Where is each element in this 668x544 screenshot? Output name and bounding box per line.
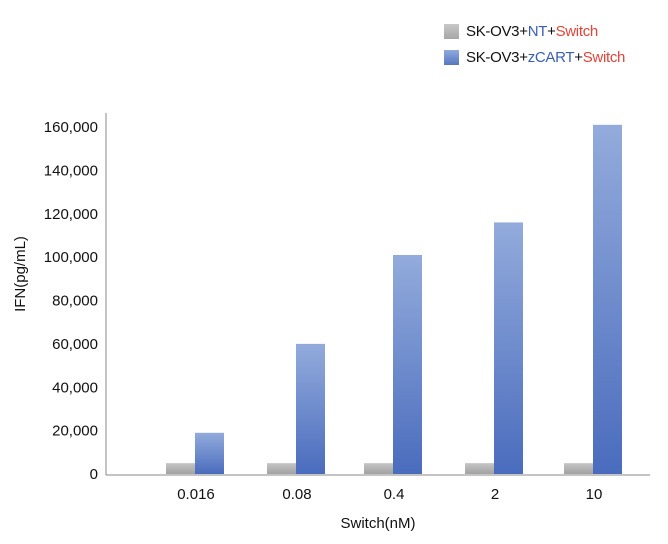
bar-nt-0_016 (166, 463, 195, 474)
y-tick-label: 140,000 (44, 162, 98, 179)
y-tick-label: 20,000 (52, 423, 98, 440)
bar-zcart-10 (593, 124, 622, 475)
x-tick-label: 0.016 (177, 486, 215, 503)
y-tick-label: 60,000 (52, 336, 98, 353)
bar-nt-0_08 (267, 463, 296, 474)
bar-zcart-2 (494, 222, 523, 474)
x-tick-label: 2 (491, 486, 499, 503)
legend-text: SK-OV3+ (466, 48, 528, 66)
legend-text-switch: Switch (582, 48, 626, 66)
y-tick-label: 160,000 (44, 119, 98, 136)
bar-zcart-0_4 (393, 254, 422, 474)
y-tick-label: 40,000 (52, 379, 98, 396)
legend-swatch-gray (444, 23, 459, 39)
legend-label-nt: SK-OV3+NT+Switch (466, 23, 598, 40)
legend-text-zcart: zCART (527, 48, 575, 66)
bar-nt-0_4 (364, 463, 393, 474)
legend-label-zcart: SK-OV3+zCART+Switch (466, 49, 625, 66)
y-axis-ticks: 0 20,000 40,000 60,000 80,000 100,000 120,000 1… (44, 119, 98, 483)
x-tick-label: 0.4 (384, 486, 405, 503)
y-tick-label: 100,000 (44, 249, 98, 266)
bar-nt-10 (564, 463, 593, 474)
legend-item-zcart: SK-OV3+zCART+Switch (444, 44, 625, 70)
y-tick-label: 80,000 (52, 293, 98, 310)
bar-nt-2 (465, 463, 494, 474)
bars (166, 124, 622, 475)
y-tick-label: 0 (90, 466, 98, 483)
legend-item-nt: SK-OV3+NT+Switch (444, 18, 625, 44)
legend-text-nt: NT (527, 22, 548, 40)
x-axis-ticks: 0.016 0.08 0.4 2 10 (177, 486, 602, 503)
legend: SK-OV3+NT+Switch SK-OV3+zCART+Switch (444, 18, 625, 70)
bar-zcart-0_08 (296, 343, 325, 474)
legend-text: + (547, 22, 556, 40)
x-tick-label: 0.08 (282, 486, 311, 503)
x-tick-label: 10 (586, 486, 603, 503)
legend-text: SK-OV3+ (466, 22, 528, 40)
legend-text: + (574, 48, 583, 66)
y-axis-title: IFN(pg/mL) (12, 236, 29, 312)
x-axis-title: Switch(nM) (340, 515, 415, 532)
legend-text-switch: Switch (555, 22, 599, 40)
y-tick-label: 120,000 (44, 206, 98, 223)
legend-swatch-blue (444, 49, 459, 65)
bar-zcart-0_016 (195, 432, 224, 474)
